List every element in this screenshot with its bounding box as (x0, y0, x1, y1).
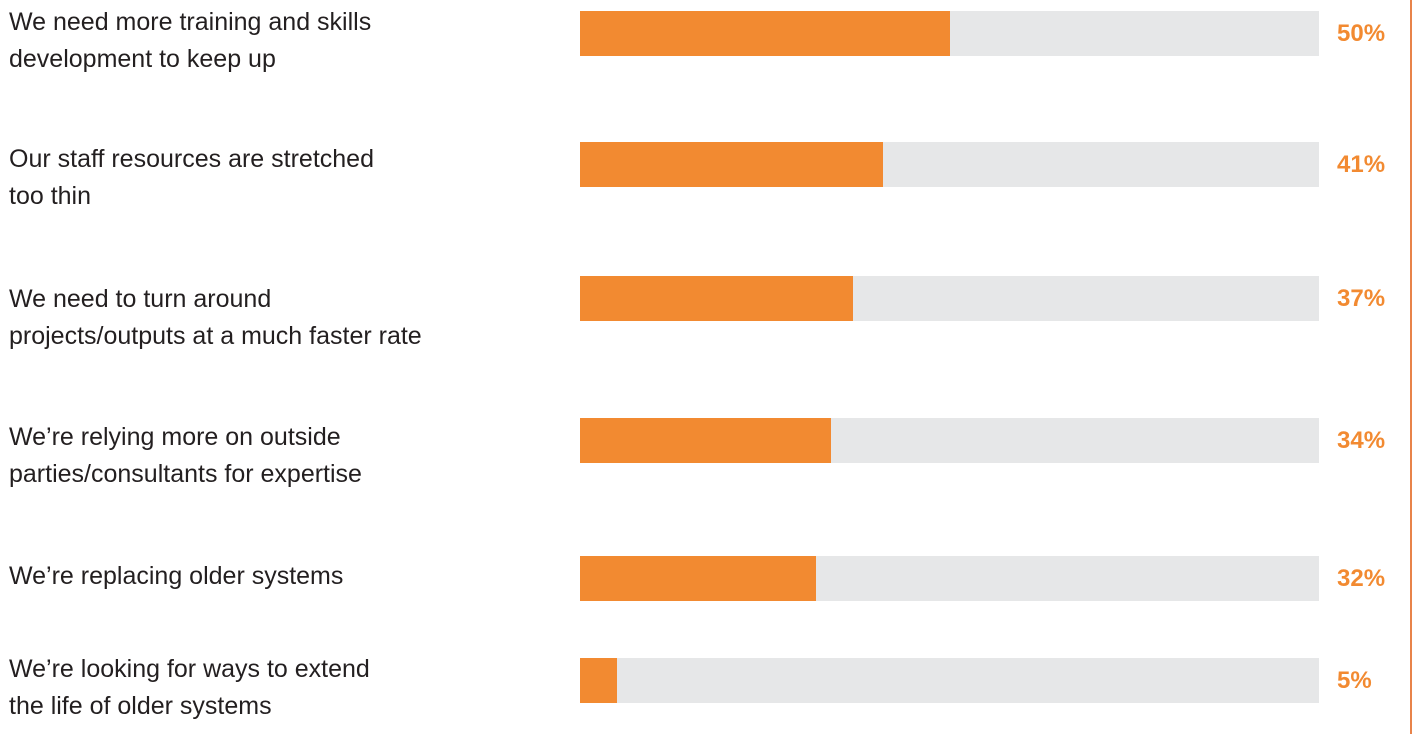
bar (580, 276, 854, 321)
value-label: 34% (1337, 427, 1386, 454)
category-label: We need to turn around projects/outputs … (9, 285, 422, 350)
bar-track (580, 658, 1319, 703)
right-divider-rule (1410, 0, 1412, 734)
category-label: We’re looking for ways to extend the lif… (9, 655, 370, 720)
bar-track (580, 556, 1319, 601)
value-label: 50% (1337, 20, 1386, 47)
bar (580, 418, 832, 463)
bar (580, 556, 817, 601)
bar (580, 11, 950, 56)
value-label: 37% (1337, 285, 1386, 312)
category-label: We’re replacing older systems (9, 562, 344, 590)
bar-track (580, 11, 1319, 56)
value-label: 32% (1337, 565, 1386, 592)
value-label: 5% (1337, 667, 1372, 694)
bar-track (580, 418, 1319, 463)
value-label: 41% (1337, 151, 1386, 178)
bar (580, 658, 617, 703)
bar-track (580, 276, 1319, 321)
category-label: Our staff resources are stretched too th… (9, 145, 374, 210)
bar (580, 142, 883, 187)
category-label: We’re relying more on outside parties/co… (9, 423, 362, 488)
bar-track (580, 142, 1319, 187)
category-label: We need more training and skills develop… (9, 8, 372, 73)
